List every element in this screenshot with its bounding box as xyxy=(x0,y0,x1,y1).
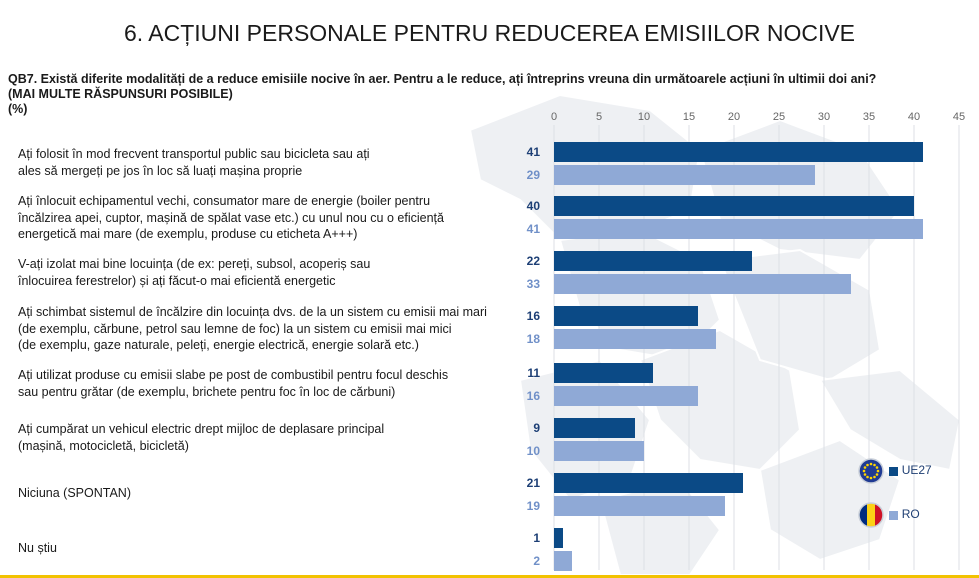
category-label-line: (mașină, motocicletă, bicicletă) xyxy=(18,438,189,453)
category-label-line: înlocuirea ferestrelor) și ați făcut-o m… xyxy=(18,273,336,288)
data-label-ue27: 1 xyxy=(533,531,540,545)
bar-ro xyxy=(554,496,725,516)
data-label-ue27: 11 xyxy=(527,366,540,380)
page-title: 6. ACȚIUNI PERSONALE PENTRU REDUCEREA EM… xyxy=(123,20,856,46)
data-label-ro: 29 xyxy=(527,168,541,182)
bar-ue27 xyxy=(554,473,743,493)
data-label-ro: 2 xyxy=(533,554,540,568)
category-label-line: Ați utilizat produse cu emisii slabe pe … xyxy=(18,368,449,382)
legend-label-ue27: UE27 xyxy=(901,463,932,478)
category-label-line: ales să mergeți pe jos în loc să luați m… xyxy=(18,163,303,178)
bar-ue27 xyxy=(554,196,914,216)
romania-flag-icon xyxy=(858,502,884,528)
eu-flag-icon xyxy=(858,458,884,484)
category-label: Niciuna (SPONTAN) xyxy=(18,485,518,502)
bar-ro xyxy=(554,219,923,239)
x-tick-label: 5 xyxy=(596,111,602,123)
question-text: QB7. Există diferite modalități de a red… xyxy=(8,72,968,117)
bar-ue27 xyxy=(554,418,635,438)
question-unit: (%) xyxy=(8,102,28,116)
data-label-ro: 16 xyxy=(527,389,541,403)
category-label-line: sau pentru grătar (de exemplu, brichete … xyxy=(18,384,396,399)
bar-ue27 xyxy=(554,306,698,326)
data-label-ue27: 40 xyxy=(527,199,541,213)
category-label-line: V-ați izolat mai bine locuința (de ex: p… xyxy=(18,257,371,271)
bar-ue27 xyxy=(554,142,923,162)
category-label-line: energetică mai mare (de exemplu, produse… xyxy=(18,227,358,241)
category-label-line: Niciuna (SPONTAN) xyxy=(18,486,131,500)
category-label-line: Ați cumpărat un vehicul electric drept m… xyxy=(18,422,385,436)
data-label-ue27: 22 xyxy=(527,254,541,268)
category-label: V-ați izolat mai bine locuința (de ex: p… xyxy=(18,256,518,289)
category-label: Ați schimbat sistemul de încălzire din l… xyxy=(18,304,518,354)
category-labels: Ați folosit în mod frecvent transportul … xyxy=(18,146,518,557)
legend-item-ue27: UE27 xyxy=(858,458,932,484)
bar-ro xyxy=(554,274,851,294)
x-tick-label: 30 xyxy=(818,111,830,123)
category-label-line: încălzirea apei, cuptor, mașină de spăla… xyxy=(18,210,444,225)
data-label-ro: 41 xyxy=(527,222,541,236)
question-line: QB7. Există diferite modalități de a red… xyxy=(8,72,877,86)
bar-ro xyxy=(554,165,815,185)
bar-ue27 xyxy=(554,528,563,548)
question-note: (MAI MULTE RĂSPUNSURI POSIBILE) xyxy=(8,87,233,101)
data-label-ue27: 9 xyxy=(533,421,540,435)
category-label: Ați înlocuit echipamentul vechi, consuma… xyxy=(18,193,518,243)
bar-ro xyxy=(554,386,698,406)
x-tick-label: 15 xyxy=(683,111,695,123)
data-label-ue27: 41 xyxy=(527,145,541,159)
category-label: Nu știu xyxy=(18,540,518,557)
data-label-ro: 19 xyxy=(527,499,541,513)
x-tick-label: 35 xyxy=(863,111,875,123)
bar-ro xyxy=(554,441,644,461)
x-tick-label: 25 xyxy=(773,111,785,123)
category-label: Ați folosit în mod frecvent transportul … xyxy=(18,146,518,179)
category-label-line: Ați înlocuit echipamentul vechi, consuma… xyxy=(18,194,431,208)
legend-swatch-ue27 xyxy=(889,466,899,476)
bar-ro xyxy=(554,329,716,349)
x-tick-label: 45 xyxy=(953,111,965,123)
category-label-line: (de exemplu, cărbune, petrol sau lemne d… xyxy=(18,321,452,336)
legend-item-ro: RO xyxy=(858,502,920,528)
x-tick-label: 10 xyxy=(638,111,650,123)
data-label-ro: 10 xyxy=(527,444,541,458)
category-label-line: (de exemplu, gaze naturale, peleți, ener… xyxy=(18,338,419,352)
category-label-line: Nu știu xyxy=(18,541,57,555)
category-label-line: Ați folosit în mod frecvent transportul … xyxy=(18,147,370,161)
bar-ro xyxy=(554,551,572,571)
data-label-ue27: 21 xyxy=(527,476,541,490)
bar-ue27 xyxy=(554,251,752,271)
legend-swatch-ro xyxy=(889,510,899,520)
data-label-ro: 33 xyxy=(527,277,541,291)
category-label: Ați cumpărat un vehicul electric drept m… xyxy=(18,421,518,454)
data-label-ue27: 16 xyxy=(527,309,541,323)
legend-label-ro: RO xyxy=(901,507,920,522)
category-label: Ați utilizat produse cu emisii slabe pe … xyxy=(18,367,518,400)
accent-bottom-line xyxy=(0,575,979,578)
data-label-ro: 18 xyxy=(527,332,541,346)
x-tick-label: 0 xyxy=(551,111,557,123)
bar-ue27 xyxy=(554,363,653,383)
category-label-line: Ați schimbat sistemul de încălzire din l… xyxy=(18,305,487,319)
x-tick-label: 40 xyxy=(908,111,920,123)
x-tick-label: 20 xyxy=(728,111,740,123)
